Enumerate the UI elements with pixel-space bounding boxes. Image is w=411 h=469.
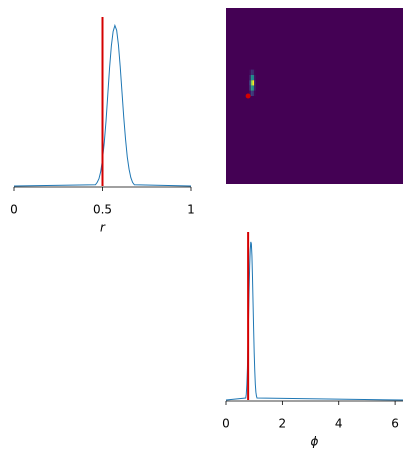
heatmap-cell (250, 69, 253, 75)
heatmap-cell (252, 90, 255, 96)
heatmap-cell (252, 85, 255, 91)
heatmap-cell (249, 90, 251, 96)
heatmap-cell (250, 85, 253, 91)
x-tick-label: 0 (10, 203, 18, 217)
density-line (225, 241, 404, 401)
x-tick-label: 1 (187, 203, 195, 217)
heatmap-cell (249, 69, 251, 75)
heatmap-cell (250, 74, 253, 81)
x-tick-label: 2 (279, 417, 287, 431)
heatmap-cell (250, 90, 253, 96)
heatmap-cell (254, 90, 256, 96)
x-axis-label: r (100, 221, 106, 235)
x-tick-label: 0.5 (93, 203, 112, 217)
heatmap-cell (254, 74, 256, 81)
heatmap-cell (254, 69, 256, 75)
x-tick-label: 4 (335, 417, 343, 431)
heatmap-cell (249, 74, 251, 81)
heatmap-cell (249, 85, 251, 91)
heatmap-cell (254, 85, 256, 91)
heatmap-cell (250, 80, 253, 86)
heatmap-cell (252, 69, 255, 75)
heatmap-cell (254, 80, 256, 86)
heatmap-cell (249, 80, 251, 86)
x-tick-label: 6 (391, 417, 399, 431)
density-line (13, 23, 192, 187)
x-axis-label: ϕ (311, 435, 319, 449)
x-tick-label: 0 (222, 417, 230, 431)
reference-point (245, 93, 251, 99)
heatmap-cell (252, 80, 255, 86)
heatmap-cell (252, 74, 255, 81)
